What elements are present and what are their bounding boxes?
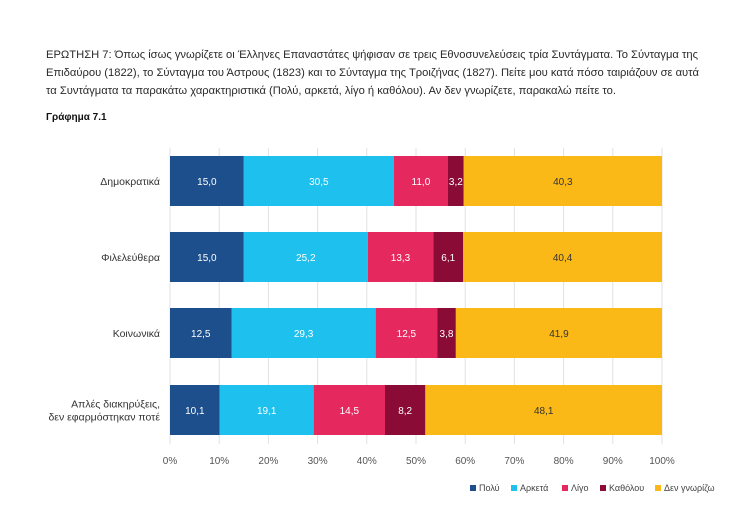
legend-label: Πολύ [479,483,500,493]
legend-swatch [511,485,517,491]
bar-segment [243,156,394,206]
x-tick-label: 70% [504,456,524,467]
category-label: Δημοκρατικά [100,176,160,188]
data-label: 13,3 [391,253,411,264]
data-label: 40,4 [553,253,573,264]
bar-segment [367,232,434,282]
category-label: Απλές διακηρύξεις, δεν εφαρμόστηκαν ποτέ [48,399,160,424]
data-label: 15,0 [197,177,217,188]
legend-label: Λίγο [571,483,589,493]
bars [170,156,662,435]
chart-label: Γράφημα 7.1 [46,112,107,123]
data-label: 19,1 [257,406,277,417]
bar-segment [463,232,662,282]
legend-label: Αρκετά [520,483,548,493]
bar-segment [447,156,464,206]
data-label: 3,8 [440,329,454,340]
bar-segment [170,385,220,435]
data-label: 8,2 [398,406,412,417]
data-label: 11,0 [412,177,431,188]
bar-segment [313,385,386,435]
x-tick-label: 40% [357,456,377,467]
data-label: 15,0 [197,253,217,264]
data-labels: 15,0 30,5 11,0 3,2 40,3 15,0 25,2 13,3 6,1 40,4 12… [185,177,573,417]
bar-segment [437,308,456,358]
data-label: 10,1 [185,406,205,417]
bar-segment [170,232,244,282]
x-tick-label: 20% [258,456,278,467]
x-tick-label: 50% [406,456,426,467]
bar-segment [385,385,426,435]
bar-segment [375,308,438,358]
bar-segment [455,308,662,358]
bar-segment [231,308,376,358]
category-label: Κοινωνικά [113,328,160,340]
legend-swatch [655,485,661,491]
x-tick-label: 100% [649,456,675,467]
data-label: 41,9 [549,329,569,340]
bar-segment [463,156,662,206]
legend-swatch [562,485,568,491]
bar-segment [433,232,464,282]
x-tick-label: 0% [163,456,178,467]
bar-segment [243,232,368,282]
x-tick-label: 60% [455,456,475,467]
data-label: 25,2 [296,253,316,264]
data-label: 29,3 [294,329,314,340]
data-label: 12,5 [397,329,417,340]
legend-swatch [600,485,606,491]
bar-segment [425,385,662,435]
data-label: 14,5 [340,406,360,417]
category-labels: Δημοκρατικά Φιλελεύθερα Κοινωνικά Απλές δια… [48,176,160,424]
x-tick-label: 80% [554,456,574,467]
bar-segment [219,385,314,435]
legend-label: Δεν γνωρίζω [664,483,715,493]
bar-segment [170,156,244,206]
category-label: Φιλελεύθερα [101,252,160,264]
data-label: 30,5 [309,177,329,188]
data-label: 40,3 [553,177,573,188]
x-tick-label: 10% [209,456,229,467]
bar-segment [170,308,232,358]
data-label: 48,1 [534,406,554,417]
x-tick-label: 30% [308,456,328,467]
data-label: 3,2 [449,177,463,188]
legend-swatch [470,485,476,491]
x-axis-ticks: 0% 10% 20% 30% 40% 50% 60% 70% 80% 90% 100% [163,456,675,467]
question-text: ΕΡΩΤΗΣΗ 7: Όπως ίσως γνωρίζετε οι Έλληνε… [46,49,699,97]
data-label: 6,1 [441,253,455,264]
data-label: 12,5 [191,329,211,340]
legend: Πολύ Αρκετά Λίγο Καθόλου Δεν γνωρίζω [470,483,715,493]
bar-segment [393,156,448,206]
legend-label: Καθόλου [609,483,644,493]
x-tick-label: 90% [603,456,623,467]
